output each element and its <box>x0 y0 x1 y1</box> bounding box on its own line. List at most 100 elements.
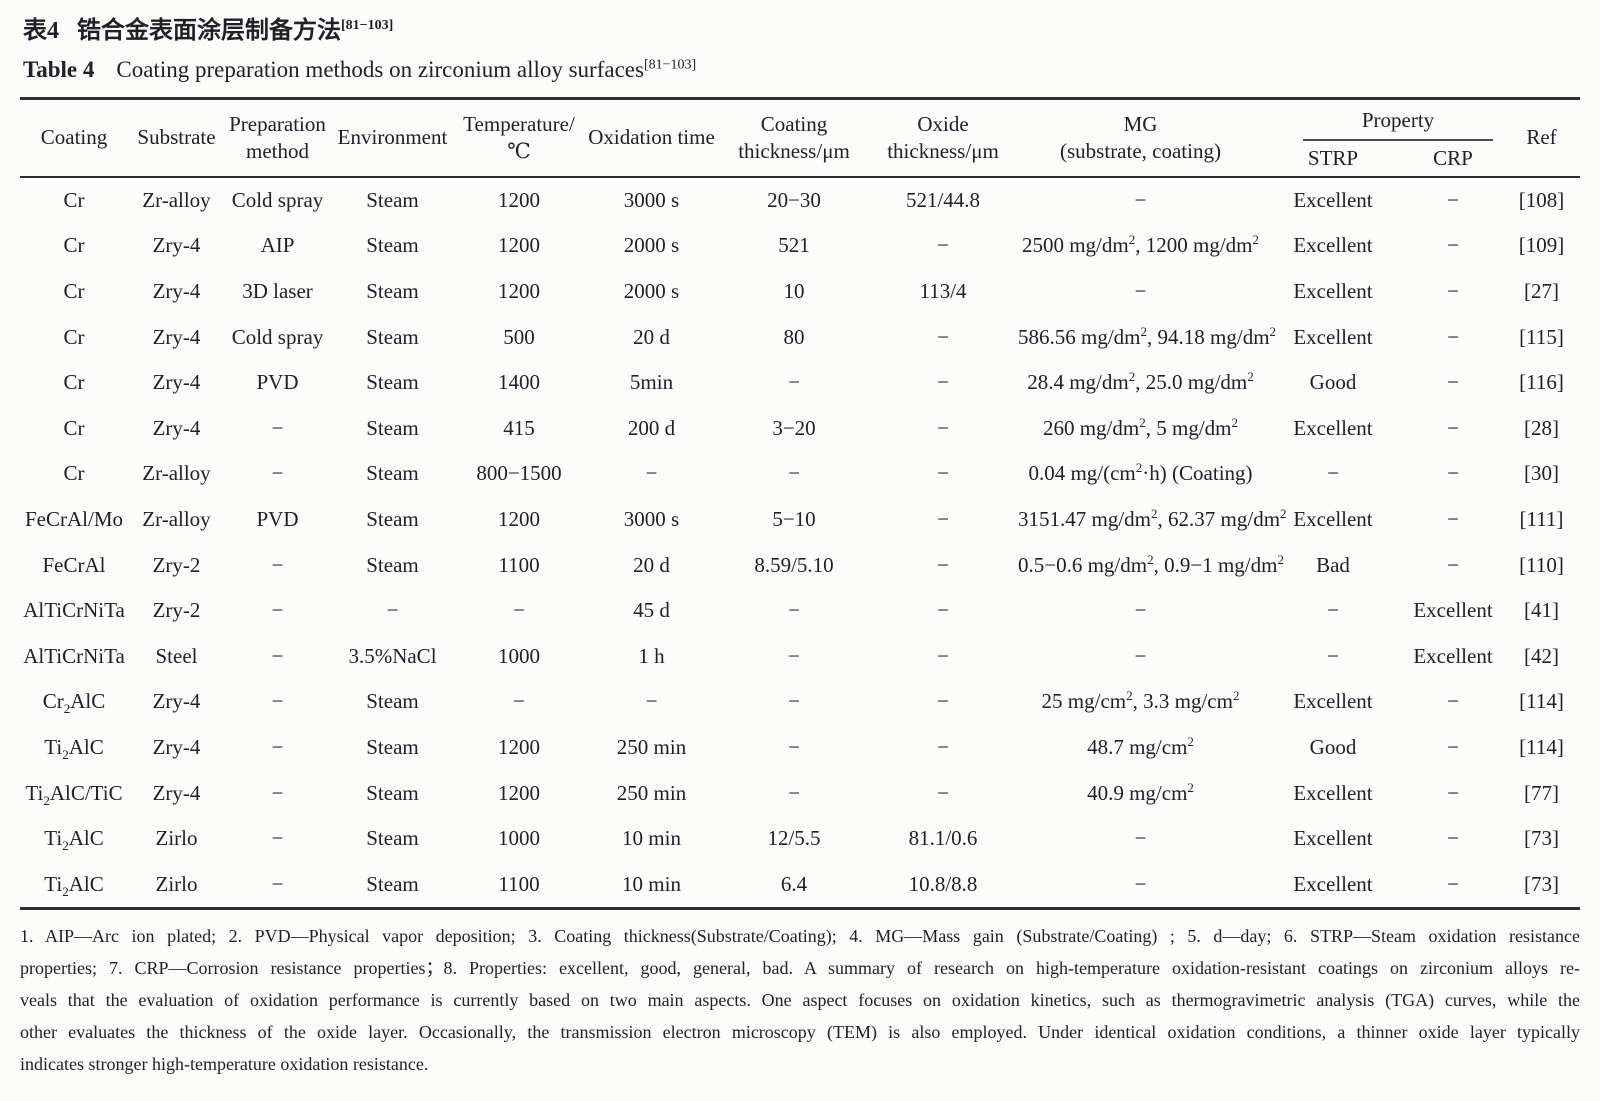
cell-oxidation-time: 2000 s <box>623 233 680 258</box>
cell-coating-thickness: 5−10 <box>772 506 816 531</box>
cell-crp: − <box>1447 689 1459 714</box>
cell-mass-gain: 0.04 mg/(cm2·h) (Coating) <box>1028 460 1253 486</box>
cell-strp: Excellent <box>1293 506 1373 531</box>
col-header-coating-thickness: Coating thickness/μm <box>720 99 868 177</box>
cell-coating: AlTiCrNiTa <box>23 598 125 623</box>
table-row: AlTiCrNiTa Zry-2 − − − 45 d − − − − Excellent [41] <box>20 588 1580 634</box>
table-number-zh: 表4 <box>23 18 59 44</box>
cell-mass-gain: 40.9 mg/cm2 <box>1087 779 1194 805</box>
cell-strp: Excellent <box>1293 689 1373 714</box>
header-line: thickness/μm <box>738 138 850 163</box>
cell-coating-thickness: − <box>788 598 800 623</box>
cell-crp: − <box>1447 461 1459 486</box>
cell-crp: − <box>1447 415 1459 440</box>
cell-strp: Good <box>1309 370 1357 395</box>
cell-oxide-thickness: 521/44.8 <box>905 187 981 212</box>
table-row: Cr Zry-4 PVD Steam 1400 5min − − 28.4 mg/dm2, 25… <box>20 360 1580 406</box>
header-line: method <box>246 138 309 163</box>
cell-temperature: 1100 <box>498 552 540 577</box>
cell-oxide-thickness: − <box>937 598 949 623</box>
cell-coating: Cr <box>63 324 85 349</box>
col-header-crp: CRP <box>1433 145 1473 170</box>
cell-coating-thickness: 8.59/5.10 <box>754 552 834 577</box>
cell-ref: [116] <box>1519 370 1564 395</box>
cell-preparation-method: AIP <box>260 233 295 258</box>
cell-coating: AlTiCrNiTa <box>23 643 125 668</box>
cell-ref: [111] <box>1519 506 1564 531</box>
header-row-top: Coating Substrate Preparation method Env… <box>20 99 1580 163</box>
cell-strp: Bad <box>1316 552 1350 577</box>
cell-preparation-method: − <box>271 415 284 440</box>
cell-crp: − <box>1447 233 1459 258</box>
cell-oxide-thickness: − <box>937 415 949 440</box>
header-line: Ref <box>1526 125 1557 150</box>
cell-temperature: 1200 <box>498 506 540 531</box>
cell-mass-gain: 260 mg/dm2, 5 mg/dm2 <box>1042 414 1239 440</box>
table-title-zh: 表4 锆合金表面涂层制备方法[81−103] <box>23 16 1580 47</box>
cell-crp: − <box>1447 187 1459 212</box>
cell-environment: Steam <box>366 370 419 395</box>
cell-environment: − <box>386 598 399 623</box>
cell-oxide-thickness: 113/4 <box>919 278 967 303</box>
cell-environment: Steam <box>366 506 419 531</box>
cell-preparation-method: − <box>271 461 284 486</box>
cell-crp: Excellent <box>1413 643 1493 668</box>
cell-crp: − <box>1447 552 1459 577</box>
cell-coating: Cr <box>63 278 85 303</box>
cell-environment: Steam <box>366 324 419 349</box>
cell-substrate: Steel <box>155 643 198 668</box>
cell-oxidation-time: 3000 s <box>623 506 680 531</box>
cell-oxide-thickness: − <box>937 324 949 349</box>
col-header-coating: Coating <box>20 99 128 177</box>
cell-oxidation-time: 20 d <box>633 552 670 577</box>
cell-substrate: Zry-4 <box>152 415 201 440</box>
col-header-environment: Environment <box>330 99 455 177</box>
cell-ref: [42] <box>1524 643 1560 668</box>
header-line: Coating <box>40 125 108 150</box>
cell-ref: [73] <box>1524 871 1560 896</box>
cell-ref: [41] <box>1524 598 1560 623</box>
table-row: AlTiCrNiTa Steel − 3.5%NaCl 1000 1 h − − − − Excel… <box>20 633 1580 679</box>
table-row: Cr Zr-alloy − Steam 800−1500 − − − 0.04 mg/(cm2·… <box>20 451 1580 497</box>
cell-oxidation-time: − <box>645 461 658 486</box>
cell-oxidation-time: 10 min <box>622 871 681 896</box>
cell-coating: Ti2AlC/TiC <box>25 780 123 808</box>
cell-substrate: Zry-4 <box>152 780 201 805</box>
cell-environment: 3.5%NaCl <box>348 643 437 668</box>
header-row-sub: STRP CRP <box>20 141 1580 177</box>
header-line: Oxide <box>917 111 969 136</box>
cell-coating: Cr <box>63 370 85 395</box>
cell-oxidation-time: 2000 s <box>623 278 680 303</box>
cell-substrate: Zry-4 <box>152 278 201 303</box>
cell-preparation-method: Cold spray <box>231 187 324 212</box>
cell-coating: Cr <box>63 461 85 486</box>
cell-preparation-method: − <box>271 826 284 851</box>
table-title-en-text: Coating preparation methods on zirconium… <box>116 57 644 82</box>
cell-ref: [77] <box>1524 780 1560 805</box>
cell-crp: − <box>1447 734 1459 759</box>
cell-ref: [27] <box>1524 278 1560 303</box>
cell-coating: Ti2AlC <box>44 826 104 854</box>
cell-strp: Excellent <box>1293 278 1373 303</box>
cell-coating: Ti2AlC <box>44 871 104 899</box>
cell-strp: − <box>1327 643 1339 668</box>
cell-oxide-thickness: − <box>937 233 949 258</box>
cell-environment: Steam <box>366 278 419 303</box>
cell-crp: − <box>1447 780 1459 805</box>
footnote-line: properties; 7. CRP—Corrosion resistance … <box>20 958 1580 978</box>
col-header-strp: STRP <box>1307 145 1359 170</box>
cell-oxidation-time: 20 d <box>633 324 670 349</box>
cell-temperature: 1400 <box>498 370 540 395</box>
cell-ref: [73] <box>1524 826 1560 851</box>
cell-environment: Steam <box>366 826 419 851</box>
cell-preparation-method: − <box>271 734 284 759</box>
cell-coating-thickness: − <box>788 780 800 805</box>
col-header-substrate: Substrate <box>128 99 225 177</box>
cell-temperature: 1200 <box>498 780 540 805</box>
cell-coating: Ti2AlC <box>44 734 104 763</box>
table-body: Cr Zr-alloy Cold spray Steam 1200 3000 s 20−30… <box>20 177 1580 909</box>
cell-preparation-method: − <box>271 552 284 577</box>
cell-coating: Cr <box>63 187 85 212</box>
footnote-line: veals that the evaluation of oxidation p… <box>20 990 1580 1010</box>
header-line: thickness/μm <box>887 138 999 163</box>
